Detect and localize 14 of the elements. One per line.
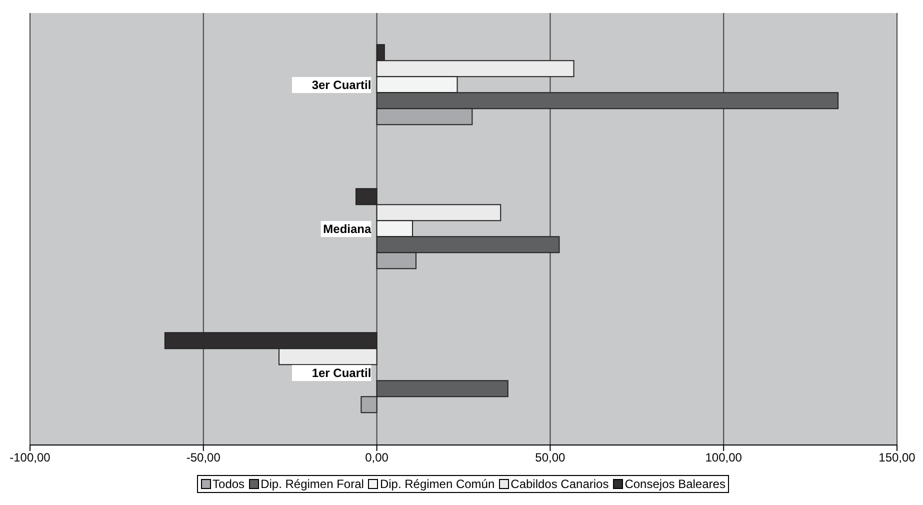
legend-label: Dip. Régimen Común <box>378 477 495 491</box>
y-tick-label: Mediana <box>323 222 372 236</box>
x-tick-label: 0,00 <box>365 450 389 465</box>
legend-label: Consejos Baleares <box>624 477 726 491</box>
legend-label: Dip. Régimen Foral <box>260 477 364 491</box>
y-tick-label: 3er Cuartil <box>312 78 372 92</box>
x-tick-label: 50,00 <box>535 450 566 465</box>
x-tick-label: 100,00 <box>705 450 742 465</box>
legend-label: Todos <box>212 477 245 491</box>
x-tick-label: -50,00 <box>186 450 221 465</box>
x-tick-label: -100,00 <box>10 450 51 465</box>
x-tick-label: 150,00 <box>878 450 916 465</box>
y-tick-label: 1er Cuartil <box>312 366 372 380</box>
legend-label: Cabildos Canarios <box>510 477 609 491</box>
